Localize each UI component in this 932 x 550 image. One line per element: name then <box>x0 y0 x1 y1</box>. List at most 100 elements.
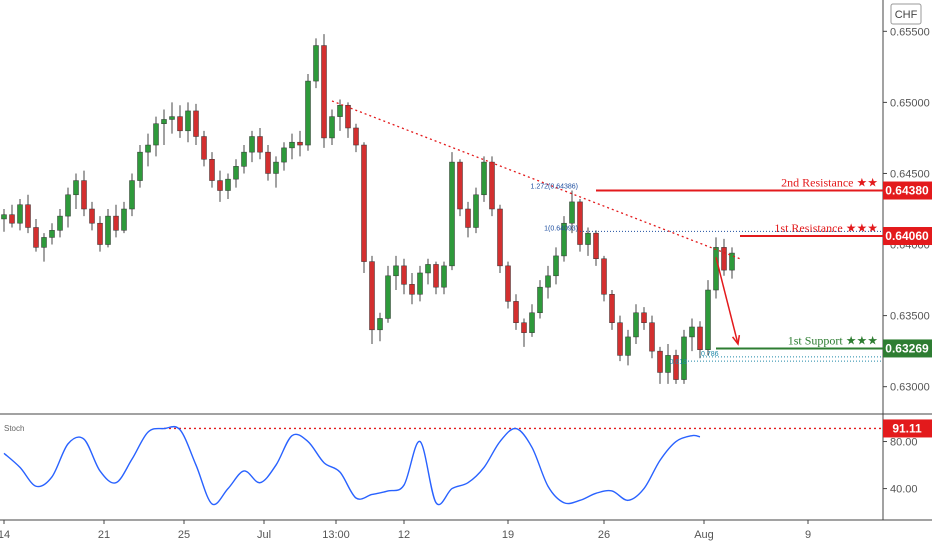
candle-body <box>313 45 319 82</box>
candle-body <box>273 161 279 174</box>
candle-body <box>513 301 519 323</box>
price-tick-label: 0.63500 <box>890 311 930 323</box>
candle-body <box>457 161 463 210</box>
time-tick-label: Jul <box>257 529 271 541</box>
candle-body <box>377 318 383 331</box>
price-tick-label: 0.65000 <box>890 97 930 109</box>
candle-body <box>225 178 231 191</box>
candle-body <box>601 258 607 295</box>
candle-body <box>633 312 639 338</box>
candle-body <box>185 110 191 132</box>
currency-label: CHF <box>895 9 918 21</box>
candle-body <box>369 261 375 331</box>
candle-body <box>321 45 327 139</box>
candle-body <box>209 159 215 181</box>
candle-body <box>289 141 295 149</box>
time-tick-label: 13:00 <box>322 529 350 541</box>
price-tick-label: 0.64500 <box>890 168 930 180</box>
candle-body <box>497 208 503 267</box>
candle-body <box>585 232 591 245</box>
candle-body <box>233 166 239 180</box>
currency-box <box>890 3 922 25</box>
candle-body <box>89 208 95 224</box>
stoch-label: Stoch <box>4 424 24 433</box>
candle-body <box>137 151 143 181</box>
candle-body <box>305 80 311 146</box>
candle-body <box>729 252 735 271</box>
candle-body <box>577 201 583 245</box>
candle-body <box>545 275 551 288</box>
candle-body <box>537 286 543 314</box>
candle-body <box>393 265 399 277</box>
candle-body <box>145 144 151 153</box>
candle-body <box>297 141 303 146</box>
candle-body <box>449 161 455 267</box>
fib-786-label: 0.786 <box>701 351 719 358</box>
candle-body <box>193 110 199 137</box>
candle-body <box>153 123 159 146</box>
time-tick-label: 19 <box>502 529 514 541</box>
candle-body <box>337 104 343 117</box>
price-tick-label: 0.63000 <box>890 382 930 394</box>
candle-body <box>329 116 335 139</box>
candle-body <box>33 227 39 248</box>
candle-body <box>617 322 623 356</box>
level-price-tag-label: 0.64060 <box>885 229 929 243</box>
candle-body <box>169 116 175 120</box>
candle-body <box>441 265 447 288</box>
stoch-axis: 80.00 40.00 <box>883 437 918 496</box>
candle-body <box>49 230 55 238</box>
price-tick-label: 0.65500 <box>890 26 930 38</box>
candle-body <box>465 208 471 228</box>
candle-body <box>649 322 655 352</box>
candle-body <box>489 161 495 210</box>
candle-body <box>41 237 47 248</box>
stoch-level-tag <box>883 419 932 438</box>
candle-body <box>105 215 111 245</box>
candle-body <box>425 264 431 274</box>
candle-body <box>641 312 647 323</box>
candle-body <box>417 272 423 295</box>
fib-618-label: 0.618 <box>669 359 687 366</box>
forecast-arrow <box>715 257 739 345</box>
candle-body <box>705 289 711 350</box>
candle-body <box>241 151 247 167</box>
time-tick-label: 12 <box>398 529 410 541</box>
candle-body <box>361 144 367 262</box>
candle-body <box>529 312 535 333</box>
candle-body <box>9 214 15 224</box>
level-label: 1st Resistance ★★★ <box>774 221 878 235</box>
candle-body <box>481 161 487 196</box>
time-tick-label: 21 <box>98 529 110 541</box>
level-price-tag <box>883 227 932 246</box>
stoch-tick-label: 80.00 <box>890 437 918 449</box>
candle-body <box>177 116 183 132</box>
fib-ext-label: 1.272(0.64386) <box>531 184 578 191</box>
annotations: 2nd Resistance ★★ 0.64380 1st Resistance ★… <box>331 100 932 366</box>
time-tick-label: 9 <box>805 529 811 541</box>
candle-body <box>569 201 575 224</box>
candle-body <box>81 180 87 210</box>
candle-body <box>401 265 407 285</box>
candle-body <box>521 322 527 333</box>
candle-body <box>409 284 415 295</box>
candle-body <box>385 275 391 319</box>
candle-body <box>249 136 255 153</box>
forecast-arrow-head <box>731 335 741 346</box>
candle-body <box>65 194 71 217</box>
candle-body <box>57 215 63 231</box>
candle-body <box>689 326 695 338</box>
stoch-line <box>3 425 701 506</box>
time-tick-label: 25 <box>178 529 190 541</box>
candle-body <box>121 208 127 231</box>
candle-body <box>697 326 703 350</box>
candle-body <box>625 336 631 356</box>
trendline <box>331 100 741 260</box>
candle-body <box>657 350 663 373</box>
level-label: 1st Support ★★★ <box>788 333 878 347</box>
candle-body <box>593 232 599 260</box>
candle-body <box>681 336 687 380</box>
candle-body <box>721 247 727 271</box>
time-axis: 14 21 25 Jul 13:00 12 19 26 Aug 9 <box>0 520 811 541</box>
